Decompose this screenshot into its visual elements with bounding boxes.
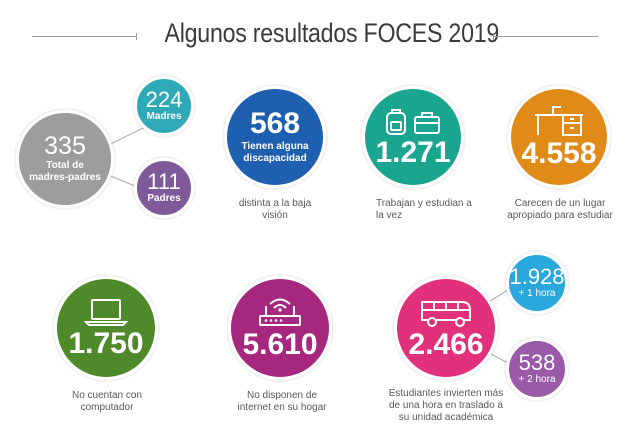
computer-caption-line-1: No cuentan con	[71, 390, 143, 401]
computer-caption-line-2: computador	[80, 402, 134, 413]
disability-caption: distinta a la baja visión	[220, 198, 330, 222]
disability-caption-line-2: visión	[262, 210, 288, 221]
commute-caption: Estudiantes invierten más de una hora en…	[384, 388, 508, 424]
fathers-value: 111	[147, 169, 181, 194]
computer-caption: No cuentan con computador	[52, 390, 162, 414]
disability-caption-line-1: distinta a la baja	[238, 198, 312, 209]
internet-value: 5.610	[242, 328, 318, 361]
study-place-caption-line-2: apropiado para estudiar	[507, 210, 613, 221]
title-rule-right-tick	[493, 33, 494, 40]
title-rule-right	[494, 36, 598, 37]
mothers-circle: 224 Madres	[134, 76, 194, 136]
computer-value: 1.750	[68, 327, 144, 360]
work-study-value: 1.271	[375, 136, 451, 169]
study-place-caption: Carecen de un lugar apropiado para estud…	[504, 198, 616, 222]
total-parents-label-1: Total de	[46, 160, 84, 171]
page-title: Algunos resultados FOCES 2019	[164, 18, 500, 48]
laptop-icon	[84, 299, 128, 326]
computer-circle: 1.750	[54, 276, 158, 380]
mothers-label: Madres	[146, 111, 182, 122]
header: Algunos resultados FOCES 2019	[0, 8, 630, 48]
one-hour-label: + 1 hora	[518, 288, 556, 299]
work-study-caption: Trabajan y estudian a la vez	[376, 198, 486, 222]
commute-caption-line-1: Estudiantes invierten más	[388, 388, 504, 399]
two-hours-label: + 2 hora	[518, 374, 556, 385]
bus-icon	[421, 301, 471, 327]
fathers-circle: 111 Padres	[134, 158, 194, 218]
work-study-caption-line-2: la vez	[376, 210, 403, 221]
one-hour-value: 1.928	[509, 264, 565, 289]
work-study-caption-line-1: Trabajan y estudian a	[376, 198, 472, 209]
study-place-value: 4.558	[521, 137, 597, 170]
title-rule-left	[32, 36, 136, 37]
total-parents-value: 335	[44, 132, 86, 160]
desk-icon	[535, 106, 583, 136]
total-parents-label-2: madres-padres	[29, 172, 101, 183]
two-hours-value: 538	[518, 350, 556, 375]
disability-label-1: Tienen alguna	[241, 141, 309, 152]
commute-caption-line-3: su unidad académica	[398, 412, 494, 423]
internet-caption: No disponen de internet en su hogar	[226, 390, 338, 414]
disability-label-2: discapacidad	[243, 153, 307, 164]
title-rule-left-tick	[136, 33, 137, 40]
fathers-label: Padres	[147, 193, 181, 204]
internet-caption-line-2: internet en su hogar	[237, 402, 327, 413]
study-place-circle: 4.558	[508, 86, 610, 188]
router-icon	[259, 298, 301, 326]
two-hours-circle: 538 + 2 hora	[506, 338, 568, 400]
internet-caption-line-1: No disponen de	[246, 390, 318, 401]
study-place-caption-line-1: Carecen de un lugar	[514, 198, 606, 209]
disability-value: 568	[249, 107, 301, 140]
internet-circle: 5.610	[228, 276, 332, 380]
backpack-and-briefcase-icon	[386, 109, 440, 135]
mothers-value: 224	[145, 87, 183, 112]
disability-circle: 568 Tienen alguna discapacidad	[224, 86, 326, 188]
total-parents-circle-fill	[19, 113, 111, 205]
total-parents-circle: 335 Total de madres-padres	[16, 110, 114, 208]
commute-caption-line-2: de una hora en traslado a	[389, 400, 503, 411]
one-hour-circle: 1.928 + 1 hora	[506, 252, 568, 314]
commute-value: 2.466	[408, 328, 484, 361]
work-study-circle: 1.271	[362, 86, 464, 188]
commute-circle: 2.466	[394, 276, 498, 380]
